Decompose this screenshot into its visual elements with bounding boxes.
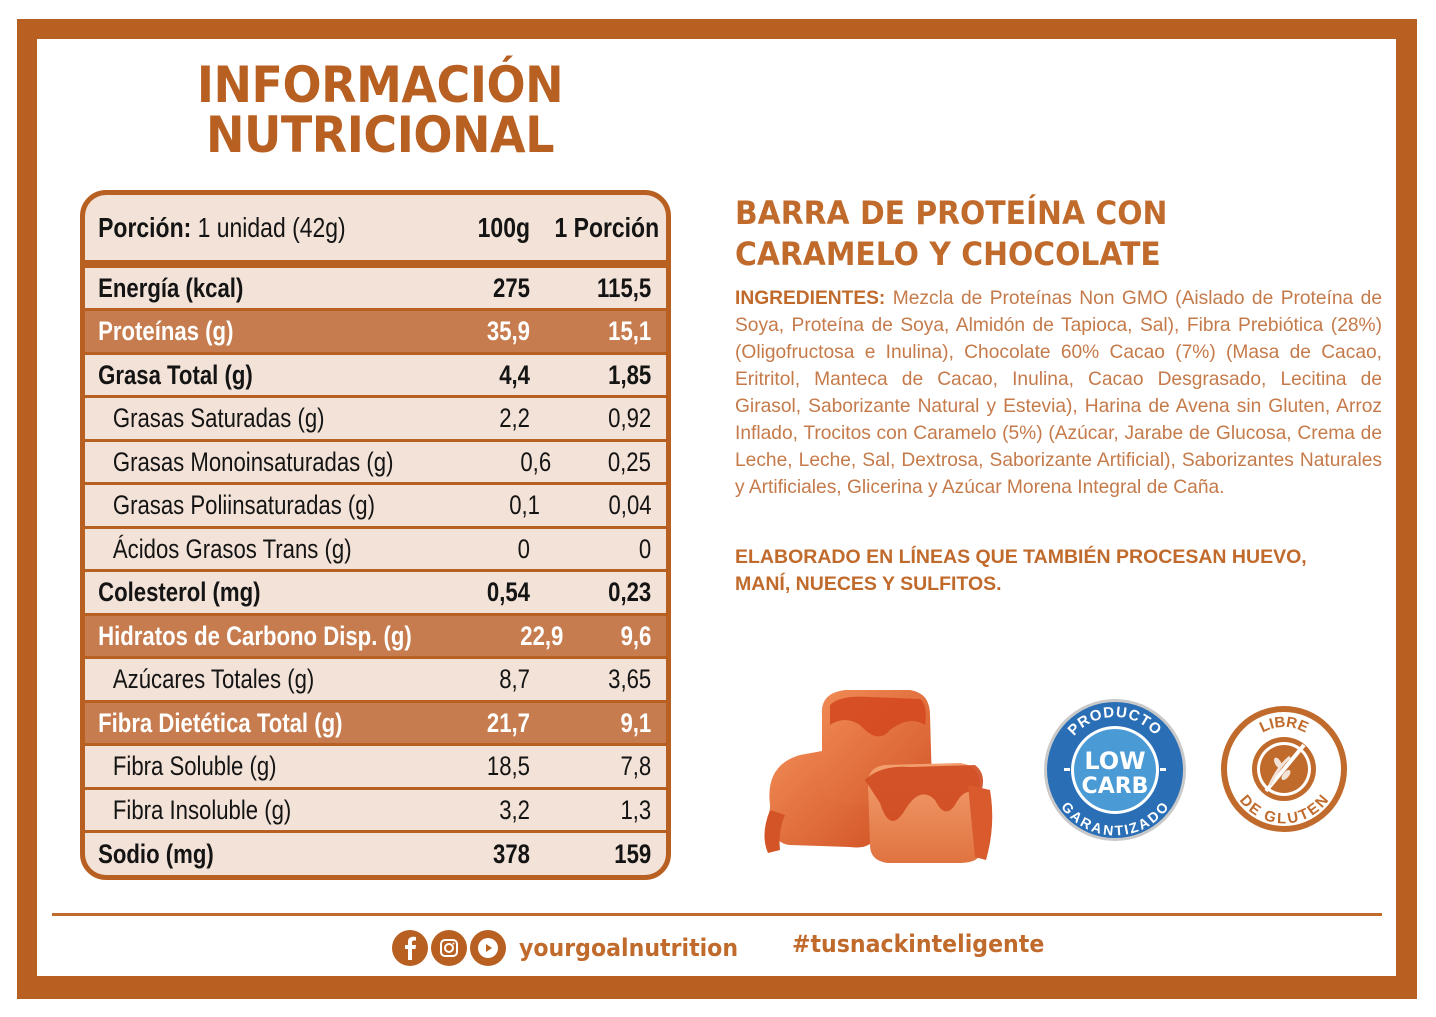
table-row: Sodio (mg) 378 159 — [85, 833, 666, 875]
row-label: Fibra Soluble (g) — [112, 751, 277, 781]
row-value-100g: 0,6 — [520, 446, 552, 477]
svg-text:LIBRE: LIBRE — [1257, 714, 1311, 737]
column-header-portion: 1 Porción — [554, 211, 660, 243]
row-value-portion: 0,04 — [608, 490, 652, 520]
table-row: Energía (kcal) 275 115,5 — [85, 268, 666, 308]
row-value-100g: 378 — [493, 838, 530, 869]
row-value-portion: 0,23 — [608, 577, 652, 607]
row-value-100g: 18,5 — [486, 751, 530, 781]
ingredients-text: Mezcla de Proteínas Non GMO (Aislado de … — [735, 288, 1382, 498]
row-value-100g: 0 — [517, 533, 530, 564]
table-row: Colesterol (mg) 0,54 0,23 — [85, 572, 666, 613]
row-value-100g: 275 — [493, 272, 530, 303]
footer-social: yourgoalnutrition — [392, 928, 757, 968]
row-value-portion: 0 — [638, 533, 652, 564]
row-label: Grasa Total (g) — [98, 359, 253, 390]
hashtag: #tusnackinteligente — [792, 930, 1045, 958]
table-row: Proteínas (g) 35,9 15,1 — [85, 311, 666, 352]
row-label: Energía (kcal) — [98, 272, 244, 303]
social-handle[interactable]: yourgoalnutrition — [519, 934, 739, 962]
row-label: Grasas Monoinsaturadas (g) — [112, 446, 394, 477]
row-value-100g: 4,4 — [499, 359, 530, 390]
svg-text:LOW: LOW — [1084, 747, 1145, 775]
footer-divider — [52, 913, 1382, 916]
title-line-2: NUTRICIONAL — [205, 106, 555, 164]
allergen-line-1: ELABORADO EN LÍNEAS QUE TAMBIÉN PROCESAN… — [735, 546, 1307, 568]
nutrition-table: Porción: 1 unidad (42g) 100g 1 Porción E… — [80, 190, 671, 880]
row-value-portion: 9,1 — [620, 707, 652, 738]
facebook-icon[interactable] — [392, 930, 428, 966]
row-label: Sodio (mg) — [98, 838, 214, 869]
ingredients-paragraph: INGREDIENTES: Mezcla de Proteínas Non GM… — [735, 285, 1382, 501]
table-row: Fibra Soluble (g) 18,5 7,8 — [85, 746, 666, 787]
caramel-image — [760, 685, 1000, 865]
table-row: Grasa Total (g) 4,4 1,85 — [85, 355, 666, 395]
page-title: INFORMACIÓN NUTRICIONAL — [104, 60, 656, 160]
allergen-line-2: MANÍ, NUECES Y SULFITOS. — [735, 573, 1002, 595]
row-value-portion: 1,85 — [608, 359, 652, 390]
row-value-portion: 0,25 — [608, 446, 652, 477]
product-name-line-2: CARAMELO Y CHOCOLATE — [735, 235, 1161, 273]
table-row: Grasas Monoinsaturadas (g) 0,6 0,25 — [85, 442, 666, 482]
table-row: Grasas Saturadas (g) 2,2 0,92 — [85, 398, 666, 439]
ingredients-label: INGREDIENTES: — [735, 288, 886, 309]
table-row: Fibra Insoluble (g) 3,2 1,3 — [85, 790, 666, 830]
portion-label: Porción: — [98, 211, 192, 243]
row-value-portion: 9,6 — [620, 620, 652, 651]
row-value-100g: 22,9 — [519, 620, 563, 651]
row-value-portion: 115,5 — [597, 272, 652, 303]
table-row: Hidratos de Carbono Disp. (g) 22,9 9,6 — [85, 616, 666, 656]
row-value-100g: 21,7 — [486, 707, 530, 738]
table-row: Grasas Poliinsaturadas (g) 0,1 0,04 — [85, 485, 666, 526]
gluten-free-badge-icon: LIBRE DE GLUTEN — [1220, 705, 1348, 833]
table-row: Ácidos Grasos Trans (g) 0 0 — [85, 529, 666, 569]
row-label: Proteínas (g) — [98, 316, 234, 346]
title-line-1: INFORMACIÓN — [196, 56, 564, 114]
row-label: Grasas Poliinsaturadas (g) — [112, 490, 375, 520]
row-value-100g: 0,1 — [508, 490, 540, 520]
row-value-portion: 159 — [614, 838, 652, 869]
row-label: Fibra Insoluble (g) — [112, 794, 292, 825]
row-value-portion: 15,1 — [608, 316, 652, 346]
row-value-100g: 35,9 — [486, 316, 530, 346]
instagram-icon[interactable] — [431, 930, 467, 966]
table-row: Azúcares Totales (g) 8,7 3,65 — [85, 659, 666, 700]
low-carb-badge-icon: PRODUCTO GARANTIZADO LOW CARB — [1042, 697, 1188, 843]
row-label: Colesterol (mg) — [98, 577, 261, 607]
portion-value: 1 unidad (42g) — [197, 211, 346, 243]
row-value-100g: 0,54 — [486, 577, 530, 607]
allergen-warning: ELABORADO EN LÍNEAS QUE TAMBIÉN PROCESAN… — [735, 544, 1395, 598]
row-label: Azúcares Totales (g) — [112, 664, 315, 694]
column-header-100g: 100g — [477, 211, 530, 243]
row-value-portion: 1,3 — [620, 794, 652, 825]
row-value-portion: 7,8 — [620, 751, 652, 781]
row-label: Fibra Dietética Total (g) — [98, 707, 343, 738]
product-name: BARRA DE PROTEÍNA CON CARAMELO Y CHOCOLA… — [735, 193, 1349, 275]
row-value-100g: 3,2 — [499, 794, 530, 825]
table-row: Fibra Dietética Total (g) 21,7 9,1 — [85, 703, 666, 743]
portion-cell: Porción: 1 unidad (42g) — [85, 212, 360, 244]
table-header-row: Porción: 1 unidad (42g) 100g 1 Porción — [85, 195, 666, 260]
row-value-portion: 3,65 — [608, 664, 652, 694]
row-value-100g: 8,7 — [499, 664, 530, 694]
row-label: Hidratos de Carbono Disp. (g) — [98, 620, 412, 651]
row-value-100g: 2,2 — [499, 403, 530, 433]
product-name-line-1: BARRA DE PROTEÍNA CON — [735, 194, 1168, 232]
row-label: Ácidos Grasos Trans (g) — [112, 533, 352, 564]
row-value-portion: 0,92 — [608, 403, 652, 433]
svg-text:CARB: CARB — [1082, 774, 1149, 799]
row-label: Grasas Saturadas (g) — [112, 403, 325, 433]
youtube-icon[interactable] — [470, 930, 506, 966]
